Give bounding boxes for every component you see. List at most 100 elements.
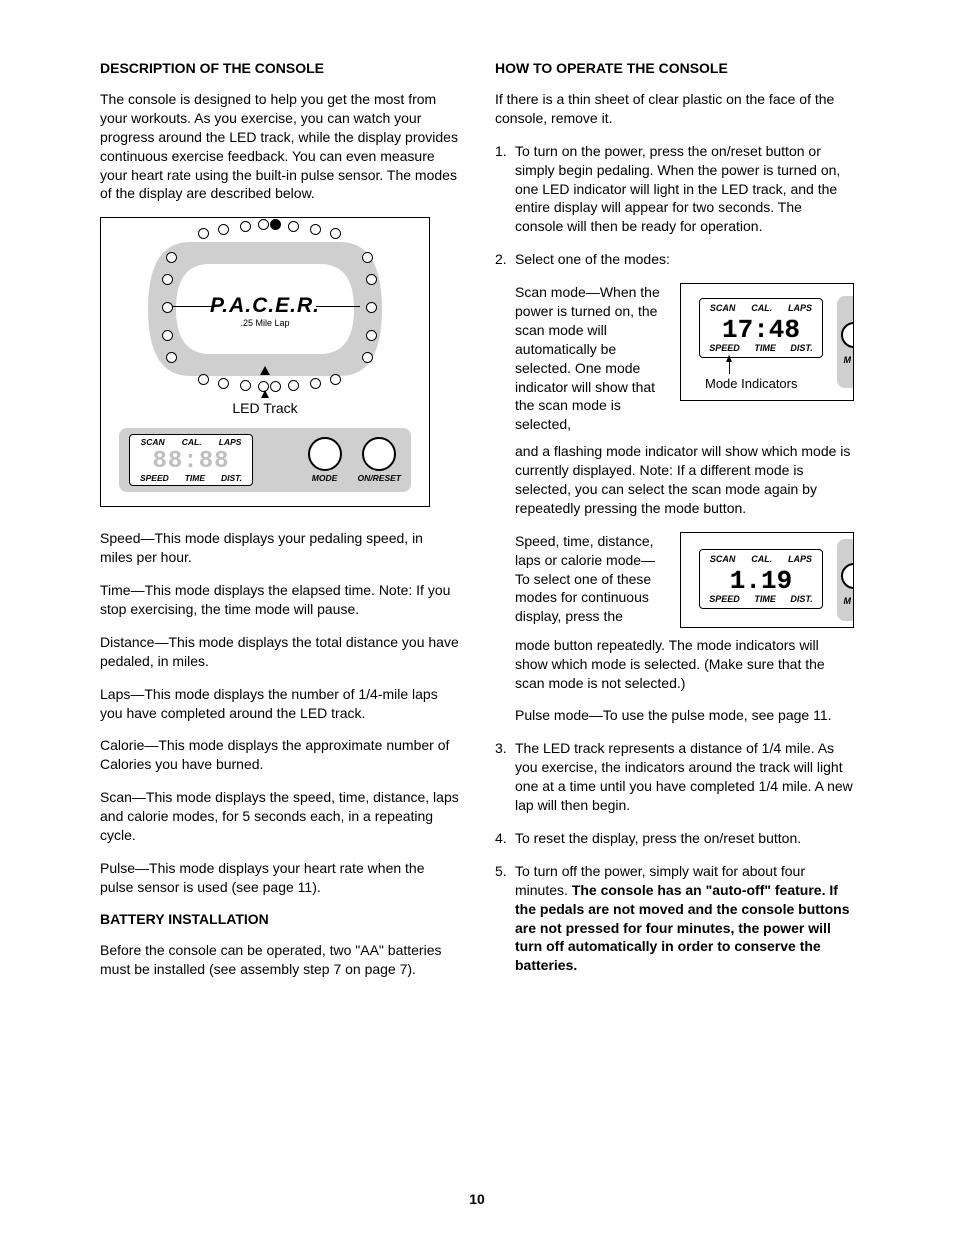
mode-scan: Scan—This mode displays the speed, time,… — [100, 788, 459, 845]
intro-paragraph: The console is designed to help you get … — [100, 90, 459, 203]
lcd-label-scan: SCAN — [141, 437, 165, 447]
mode-laps: Laps—This mode displays the number of 1/… — [100, 685, 459, 723]
lcd-label-laps: LAPS — [219, 437, 242, 447]
speed-mode-figure: M SCAN CAL. LAPS 1.19 1.19 SPE — [680, 532, 854, 628]
caption-arrow-icon — [261, 390, 269, 398]
scan-mode-figure: M SCAN CAL. LAPS 17:48 17:48 S — [680, 283, 854, 401]
speed-mode-text: Speed, time, distance, laps or calorie m… — [515, 532, 668, 626]
step-4-number: 4. — [495, 829, 507, 848]
led-indicator — [166, 252, 177, 263]
led-indicator — [270, 219, 281, 230]
mode-time: Time—This mode displays the elapsed time… — [100, 581, 459, 619]
step-4: 4. To reset the display, press the on/re… — [495, 829, 854, 848]
operate-intro: If there is a thin sheet of clear plasti… — [495, 90, 854, 128]
led-indicator — [330, 374, 341, 385]
step-3-number: 3. — [495, 739, 507, 758]
step-4-text: To reset the display, press the on/reset… — [515, 830, 801, 846]
mode-button[interactable] — [308, 437, 342, 471]
left-column: DESCRIPTION OF THE CONSOLE The console i… — [100, 60, 459, 992]
led-indicator — [162, 302, 173, 313]
led-indicator — [330, 228, 341, 239]
onreset-button-label: ON/RESET — [358, 473, 401, 483]
onreset-button-group: ON/RESET — [358, 437, 401, 483]
pacer-subtitle: .25 Mile Lap — [240, 318, 289, 328]
led-indicator — [366, 274, 377, 285]
speed-mode-after: mode button repeatedly. The mode indicat… — [515, 636, 854, 693]
l-speed: SPEED — [709, 342, 740, 354]
mode-indicators-caption: Mode Indicators — [705, 375, 798, 393]
step-3-text: The LED track represents a distance of 1… — [515, 740, 853, 813]
inset-lcd: SCAN CAL. LAPS 17:48 17:48 SPEED TIME DI… — [699, 298, 823, 358]
lcd-label-dist: DIST. — [221, 473, 242, 483]
led-indicator — [288, 221, 299, 232]
mode-button-label: MODE — [312, 473, 338, 483]
lcd-label-time: TIME — [185, 473, 205, 483]
led-indicator — [366, 302, 377, 313]
pacer-title: P.A.C.E.R. — [210, 294, 320, 318]
onreset-button[interactable] — [362, 437, 396, 471]
l2-speed: SPEED — [709, 593, 740, 605]
scan-mode-block: Scan mode—When the power is turned on, t… — [515, 283, 854, 434]
led-indicator — [310, 224, 321, 235]
two-column-layout: DESCRIPTION OF THE CONSOLE The console i… — [100, 60, 854, 992]
scan-mode-text: Scan mode—When the power is turned on, t… — [515, 283, 668, 434]
led-indicator — [240, 380, 251, 391]
steps-list: 1. To turn on the power, press the on/re… — [495, 142, 854, 975]
mode-distance: Distance—This mode displays the total di… — [100, 633, 459, 671]
page: DESCRIPTION OF THE CONSOLE The console i… — [0, 0, 954, 1235]
heading-battery: BATTERY INSTALLATION — [100, 911, 459, 927]
mode-speed: Speed—This mode displays your pedaling s… — [100, 529, 459, 567]
battery-paragraph: Before the console can be operated, two … — [100, 941, 459, 979]
led-indicator — [362, 252, 373, 263]
led-indicator — [288, 380, 299, 391]
right-column: HOW TO OPERATE THE CONSOLE If there is a… — [495, 60, 854, 992]
inset-m-label: M — [844, 354, 852, 366]
led-track-caption: LED Track — [232, 400, 297, 416]
step-5: 5. To turn off the power, simply wait fo… — [495, 862, 854, 975]
led-indicator — [198, 374, 209, 385]
step-2-lead: Select one of the modes: — [515, 251, 670, 267]
button-row: MODE ON/RESET — [308, 437, 401, 483]
led-indicator — [218, 224, 229, 235]
lcd-label-cal: CAL. — [182, 437, 202, 447]
l2-time: TIME — [754, 593, 776, 605]
step-5-number: 5. — [495, 862, 507, 881]
step-2: 2. Select one of the modes: Scan mode—Wh… — [495, 250, 854, 725]
led-indicator — [218, 378, 229, 389]
lcd-bottom-labels: SPEED TIME DIST. — [130, 473, 252, 483]
step-3: 3. The LED track represents a distance o… — [495, 739, 854, 815]
speed-mode-block: Speed, time, distance, laps or calorie m… — [515, 532, 854, 628]
inset2-m-label: M — [844, 595, 852, 607]
step-2-number: 2. — [495, 250, 507, 269]
inset2-lcd-bot: SPEED TIME DIST. — [700, 593, 822, 605]
arrow-up-icon — [260, 366, 270, 375]
lcd-screen: SCAN CAL. LAPS 88:88 SPEED TIME DIST. — [129, 434, 253, 486]
lcd-top-labels: SCAN CAL. LAPS — [130, 437, 252, 447]
inset-lcd-bot: SPEED TIME DIST. — [700, 342, 822, 354]
lcd-panel: SCAN CAL. LAPS 88:88 SPEED TIME DIST. — [119, 428, 411, 492]
led-indicator — [366, 330, 377, 341]
console-figure: P.A.C.E.R. .25 Mile Lap LED Track SCAN C… — [100, 217, 430, 507]
mode-pulse: Pulse—This mode displays your heart rate… — [100, 859, 459, 897]
pulse-mode-line: Pulse mode—To use the pulse mode, see pa… — [515, 706, 854, 725]
mode-calorie: Calorie—This mode displays the approxima… — [100, 736, 459, 774]
led-indicator — [162, 330, 173, 341]
scan-mode-after: and a flashing mode indicator will show … — [515, 442, 854, 518]
led-indicator — [310, 378, 321, 389]
mode-button-group: MODE — [308, 437, 342, 483]
mode-indicator-arrow — [729, 356, 730, 374]
heading-description: DESCRIPTION OF THE CONSOLE — [100, 60, 459, 76]
led-indicator — [162, 274, 173, 285]
page-number: 10 — [0, 1191, 954, 1207]
led-track: P.A.C.E.R. .25 Mile Lap — [130, 224, 400, 394]
step-1-text: To turn on the power, press the on/reset… — [515, 143, 840, 235]
led-indicator — [166, 352, 177, 363]
l2-dist: DIST. — [790, 593, 812, 605]
lcd-digits: 88:88 — [130, 448, 252, 475]
led-indicator — [240, 221, 251, 232]
l-time: TIME — [754, 342, 776, 354]
led-indicator — [258, 219, 269, 230]
l-dist: DIST. — [790, 342, 812, 354]
led-indicator — [270, 381, 281, 392]
led-indicator — [198, 228, 209, 239]
